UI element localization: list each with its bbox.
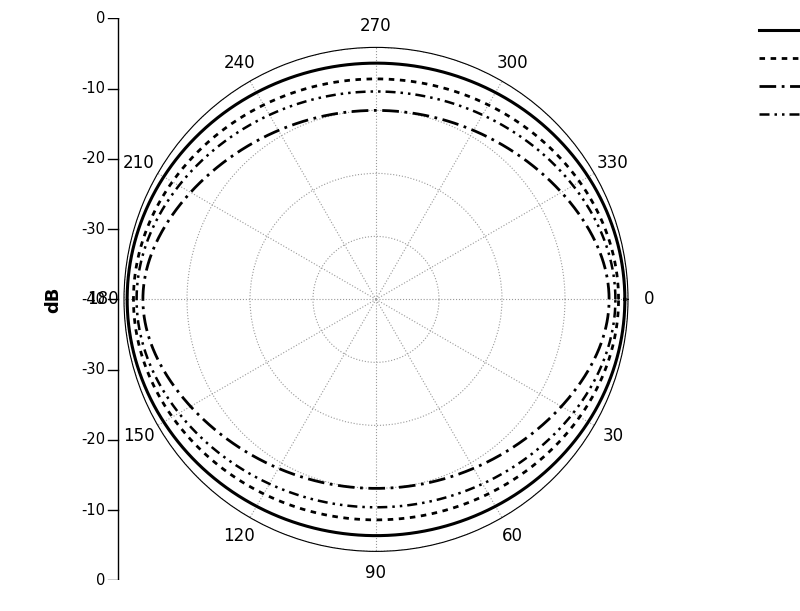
Text: 0: 0 bbox=[96, 573, 106, 588]
Text: -40: -40 bbox=[82, 292, 106, 307]
Text: -20: -20 bbox=[82, 433, 106, 447]
Text: dB: dB bbox=[45, 286, 62, 313]
Text: -30: -30 bbox=[82, 362, 106, 377]
Text: -30: -30 bbox=[82, 222, 106, 236]
Text: -20: -20 bbox=[82, 152, 106, 166]
Text: -10: -10 bbox=[82, 503, 106, 518]
Text: -10: -10 bbox=[82, 81, 106, 96]
Text: 0: 0 bbox=[96, 11, 106, 26]
Legend: 2GHz, 3GHz, 5GHz, 8GHz: 2GHz, 3GHz, 5GHz, 8GHz bbox=[752, 15, 800, 131]
